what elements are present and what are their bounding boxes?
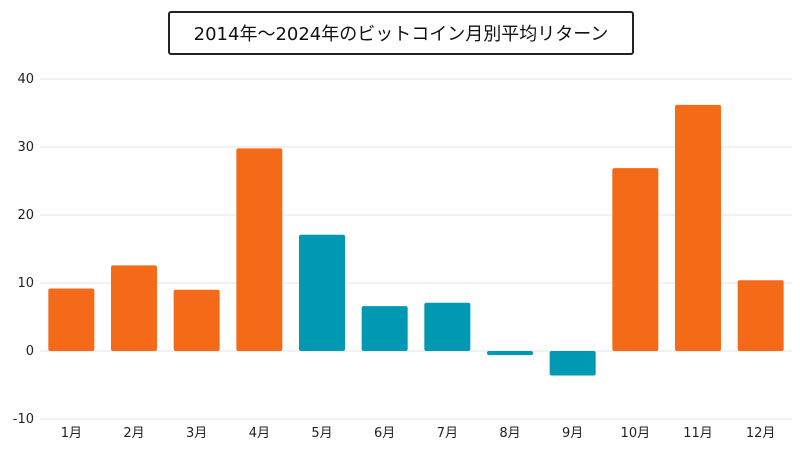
y-tick-label: 10 xyxy=(17,276,34,291)
bar-2 xyxy=(111,265,157,351)
x-tick-label: 8月 xyxy=(499,426,520,441)
y-tick-label: 20 xyxy=(17,208,34,223)
x-tick-label: 10月 xyxy=(621,426,651,441)
y-tick-label: 0 xyxy=(26,344,34,359)
bar-10 xyxy=(612,168,659,351)
x-tick-label: 9月 xyxy=(562,426,583,441)
x-tick-label: 12月 xyxy=(746,426,776,441)
bar-8 xyxy=(487,351,533,356)
chart-title: 2014年〜2024年のビットコイン月別平均リターン xyxy=(168,11,634,55)
x-tick-label: 5月 xyxy=(311,426,332,441)
y-axis: 40 30 20 10 0 -10 xyxy=(13,72,34,427)
bar-1 xyxy=(48,288,95,351)
x-tick-label: 4月 xyxy=(249,426,270,441)
x-tick-label: 11月 xyxy=(683,426,713,441)
y-tick-label: -10 xyxy=(13,412,34,427)
bar-11 xyxy=(675,104,721,351)
x-tick-label: 6月 xyxy=(374,426,395,441)
x-tick-label: 1月 xyxy=(61,426,82,441)
bar-5 xyxy=(299,234,345,351)
x-axis: 1月 2月 3月 4月 5月 6月 7月 8月 9月 10月 11月 12月 xyxy=(61,426,776,441)
y-tick-label: 40 xyxy=(17,72,34,87)
x-tick-label: 3月 xyxy=(186,426,207,441)
bar-12 xyxy=(737,280,784,351)
bar-7 xyxy=(424,302,471,351)
x-tick-label: 7月 xyxy=(437,426,458,441)
bar-3 xyxy=(173,289,220,351)
x-tick-label: 2月 xyxy=(123,426,144,441)
bar-9 xyxy=(549,351,596,376)
bars xyxy=(48,104,784,376)
grid-lines xyxy=(40,78,792,420)
y-tick-label: 30 xyxy=(17,140,34,155)
bar-6 xyxy=(361,306,408,351)
bar-4 xyxy=(236,148,283,351)
